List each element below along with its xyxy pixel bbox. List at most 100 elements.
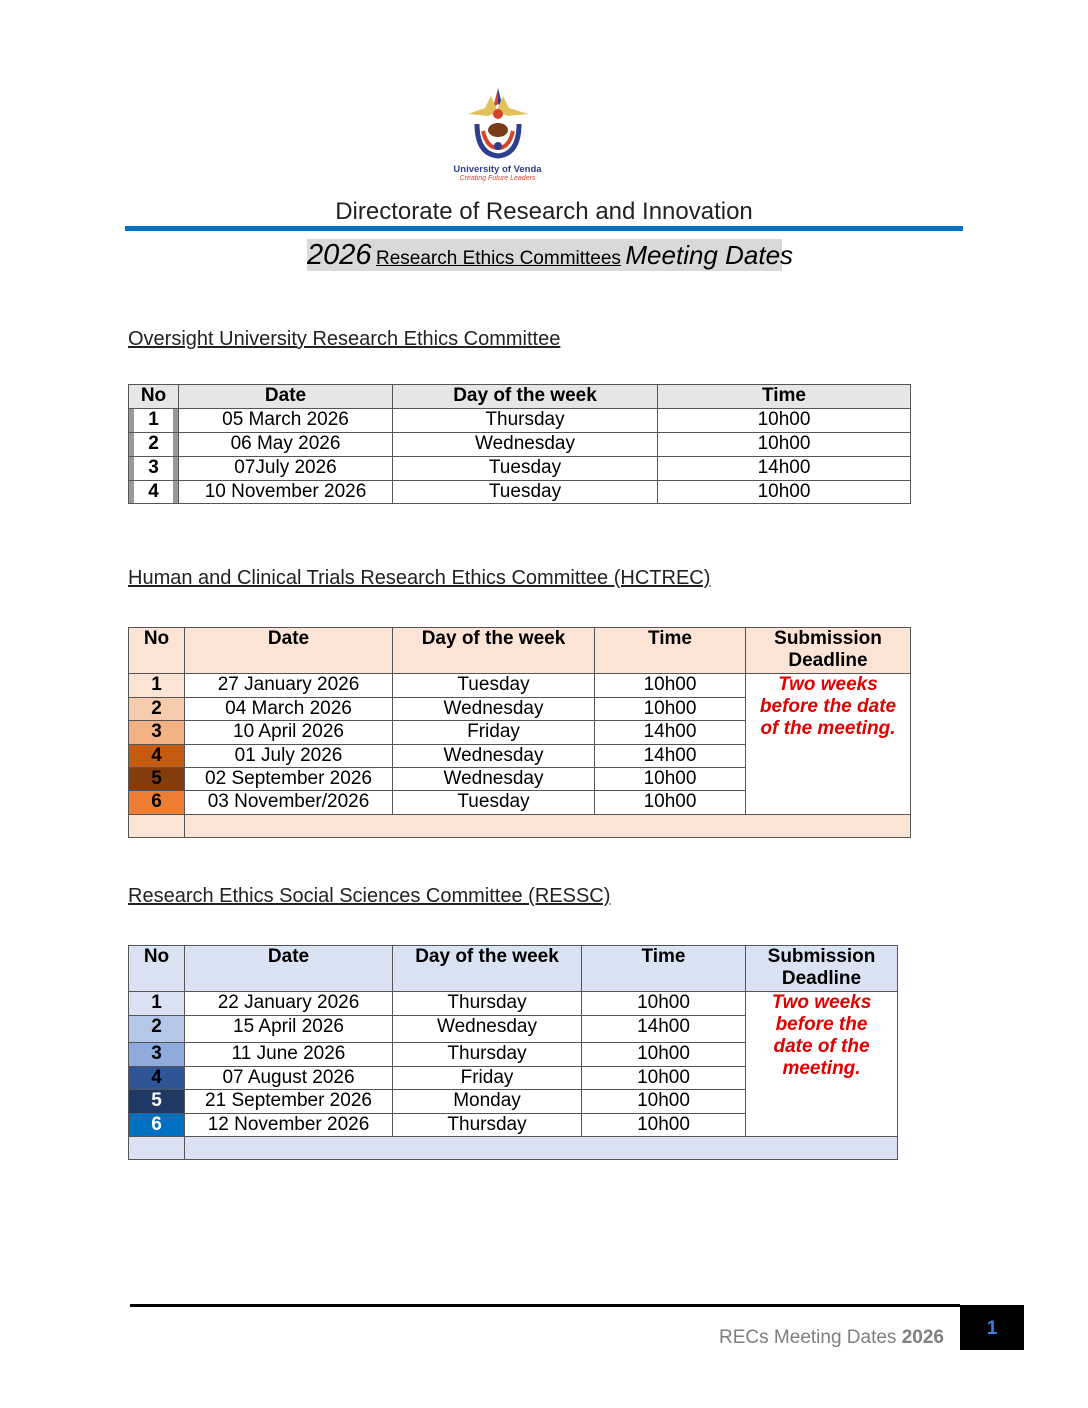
table-row: 3 07July 2026 Tuesday 14h00: [128, 456, 911, 481]
time-cell: 14h00: [581, 1015, 746, 1043]
time-cell: 10h00: [581, 1066, 746, 1090]
time-cell: 10h00: [657, 480, 911, 504]
date-cell: 07July 2026: [178, 456, 393, 481]
day-cell: Monday: [392, 1089, 582, 1114]
day-cell: Friday: [392, 1066, 582, 1090]
day-cell: Wednesday: [392, 767, 595, 791]
row-number: 4: [128, 1066, 185, 1090]
table-row: 3 11 June 2026 Thursday 10h00: [128, 1042, 898, 1067]
time-cell: 10h00: [657, 432, 911, 457]
column-header: Submission Deadline: [745, 627, 911, 674]
crest-icon: [467, 88, 528, 159]
time-cell: 10h00: [581, 1113, 746, 1137]
time-cell: 14h00: [594, 744, 746, 768]
day-cell: Wednesday: [392, 432, 658, 457]
time-cell: 10h00: [594, 767, 746, 791]
table-row: 2 04 March 2026 Wednesday 10h00: [128, 697, 911, 721]
table-row: 6 03 November/2026 Tuesday 10h00: [128, 790, 911, 815]
time-cell: 10h00: [594, 697, 746, 721]
footer-label: RECs Meeting Dates 2026: [719, 1327, 944, 1348]
day-cell: Wednesday: [392, 744, 595, 768]
section-title-hctrec: Human and Clinical Trials Research Ethic…: [128, 567, 711, 589]
date-cell: 04 March 2026: [184, 697, 393, 721]
oversight-meetings-table: No Date Day of the week Time 1 05 March 2026 T…: [128, 384, 911, 504]
column-header: No: [128, 945, 185, 992]
row-number: 3: [128, 1042, 185, 1067]
date-cell: 10 November 2026: [178, 480, 393, 504]
column-header: Day of the week: [392, 384, 658, 409]
empty-cell: [184, 1136, 898, 1160]
day-cell: Thursday: [392, 991, 582, 1016]
row-number: 1: [128, 408, 179, 433]
row-number: 5: [128, 767, 185, 791]
table-row: 4 10 November 2026 Tuesday 10h00: [128, 480, 911, 504]
empty-cell: [184, 814, 911, 838]
date-cell: 27 January 2026: [184, 673, 393, 698]
row-number: 1: [128, 991, 185, 1016]
header-row: No Date Day of the week Time Submission Dead…: [128, 945, 898, 992]
footer-divider: [130, 1304, 960, 1307]
column-header: Day of the week: [392, 627, 595, 674]
date-cell: 15 April 2026: [184, 1015, 393, 1043]
date-cell: 03 November/2026: [184, 790, 393, 815]
day-cell: Wednesday: [392, 1015, 582, 1043]
date-cell: 21 September 2026: [184, 1089, 393, 1114]
day-cell: Tuesday: [392, 790, 595, 815]
page-number: 1: [960, 1305, 1024, 1350]
row-number: 2: [128, 1015, 185, 1043]
day-cell: Wednesday: [392, 697, 595, 721]
column-header: Date: [184, 945, 393, 992]
date-cell: 06 May 2026: [178, 432, 393, 457]
time-cell: 10h00: [657, 408, 911, 433]
hctrec-meetings-table: No Date Day of the week Time Submission Dead…: [128, 627, 911, 838]
column-header: Date: [178, 384, 393, 409]
date-cell: 02 September 2026: [184, 767, 393, 791]
day-cell: Friday: [392, 720, 595, 745]
row-number: 4: [128, 480, 179, 504]
row-number: 4: [128, 744, 185, 768]
date-cell: 10 April 2026: [184, 720, 393, 745]
day-cell: Thursday: [392, 1113, 582, 1137]
column-header: Time: [594, 627, 746, 674]
empty-row: [128, 1136, 898, 1160]
table-row: 1 22 January 2026 Thursday 10h00 Two weeks b…: [128, 991, 898, 1137]
page-title: 2026 Research Ethics Committees Meeting …: [307, 239, 794, 271]
column-header: No: [128, 627, 185, 674]
table-row: 2 06 May 2026 Wednesday 10h00: [128, 432, 911, 457]
header-row: No Date Day of the week Time: [128, 384, 911, 409]
row-number: 5: [128, 1089, 185, 1114]
column-header: Date: [184, 627, 393, 674]
date-cell: 05 March 2026: [178, 408, 393, 433]
ressc-meetings-table: No Date Day of the week Time Submission Dead…: [128, 945, 898, 1160]
time-cell: 10h00: [594, 673, 746, 698]
time-cell: 10h00: [594, 790, 746, 815]
column-header: Day of the week: [392, 945, 582, 992]
date-cell: 12 November 2026: [184, 1113, 393, 1137]
time-cell: 10h00: [581, 1042, 746, 1067]
table-row: 3 10 April 2026 Friday 14h00: [128, 720, 911, 745]
row-number: 6: [128, 790, 185, 815]
row-number: 6: [128, 1113, 185, 1137]
row-number: 1: [128, 673, 185, 698]
section-title-ressc: Research Ethics Social Sciences Committe…: [128, 885, 611, 907]
table-row: 1 05 March 2026 Thursday 10h00: [128, 408, 911, 433]
day-cell: Tuesday: [392, 456, 658, 481]
header-row: No Date Day of the week Time Submission Dead…: [128, 627, 911, 674]
date-cell: 01 July 2026: [184, 744, 393, 768]
date-cell: 11 June 2026: [184, 1042, 393, 1067]
day-cell: Tuesday: [392, 673, 595, 698]
date-cell: 07 August 2026: [184, 1066, 393, 1090]
column-header: No: [128, 384, 179, 409]
time-cell: 10h00: [581, 1089, 746, 1114]
directorate-title: Directorate of Research and Innovation: [335, 198, 753, 225]
day-cell: Thursday: [392, 1042, 582, 1067]
column-header: Submission Deadline: [745, 945, 898, 992]
section-title-oversight: Oversight University Research Ethics Com…: [128, 328, 561, 350]
empty-row: [128, 814, 911, 838]
row-number: 2: [128, 432, 179, 457]
table-row: 4 01 July 2026 Wednesday 14h00: [128, 744, 911, 768]
time-cell: 10h00: [581, 991, 746, 1016]
header-divider: [125, 226, 963, 231]
time-cell: 14h00: [657, 456, 911, 481]
